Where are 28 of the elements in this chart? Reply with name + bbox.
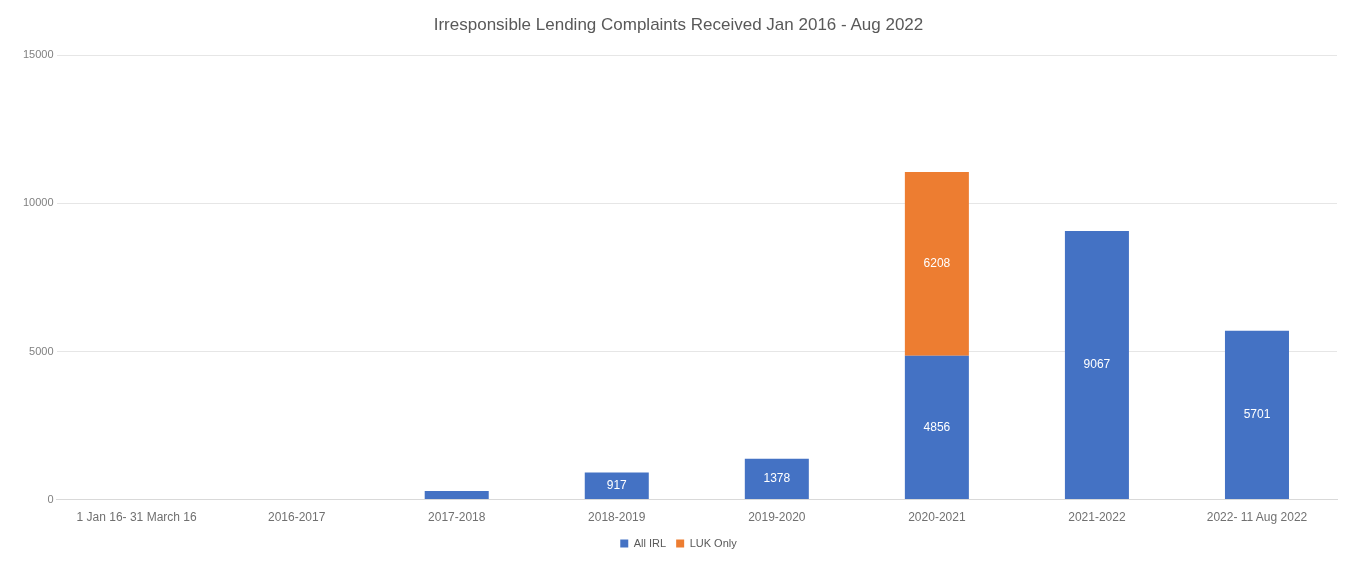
bar [584, 472, 649, 500]
data-label: 5701 [1243, 407, 1271, 422]
data-label: 4856 [923, 419, 951, 434]
x-tick-label: 1 Jan 16- 31 March 16 [76, 510, 197, 525]
legend-label: LUK Only [689, 536, 738, 549]
data-label: 1378 [763, 471, 791, 486]
x-tick-label: 2022- 11 Aug 2022 [1206, 510, 1308, 525]
y-tick-label: 10000 [22, 196, 54, 209]
bar [424, 491, 489, 500]
x-tick-label: 2018-2019 [588, 510, 646, 525]
x-tick-label: 2017-2018 [428, 510, 486, 525]
x-tick-label: 2016-2017 [267, 510, 326, 525]
y-tick-label: 5000 [29, 344, 54, 357]
y-tick-label: 15000 [22, 48, 54, 61]
bar [1224, 330, 1289, 500]
data-label: 9067 [1083, 357, 1111, 372]
data-label: 6208 [923, 256, 951, 271]
bar [904, 355, 969, 500]
chart-title: Irresponsible Lending Complaints Received Jan 2016 - Aug 2022 [433, 14, 924, 34]
legend-label: All IRL [633, 536, 667, 549]
data-label: 917 [606, 478, 628, 493]
x-tick-label: 2021-2022 [1068, 510, 1126, 525]
x-tick-label: 2019-2020 [748, 510, 806, 525]
y-tick-label: 0 [47, 492, 54, 505]
bar [904, 171, 969, 356]
bar [1064, 231, 1129, 500]
x-tick-label: 2020-2021 [908, 510, 966, 525]
bar [744, 458, 809, 500]
